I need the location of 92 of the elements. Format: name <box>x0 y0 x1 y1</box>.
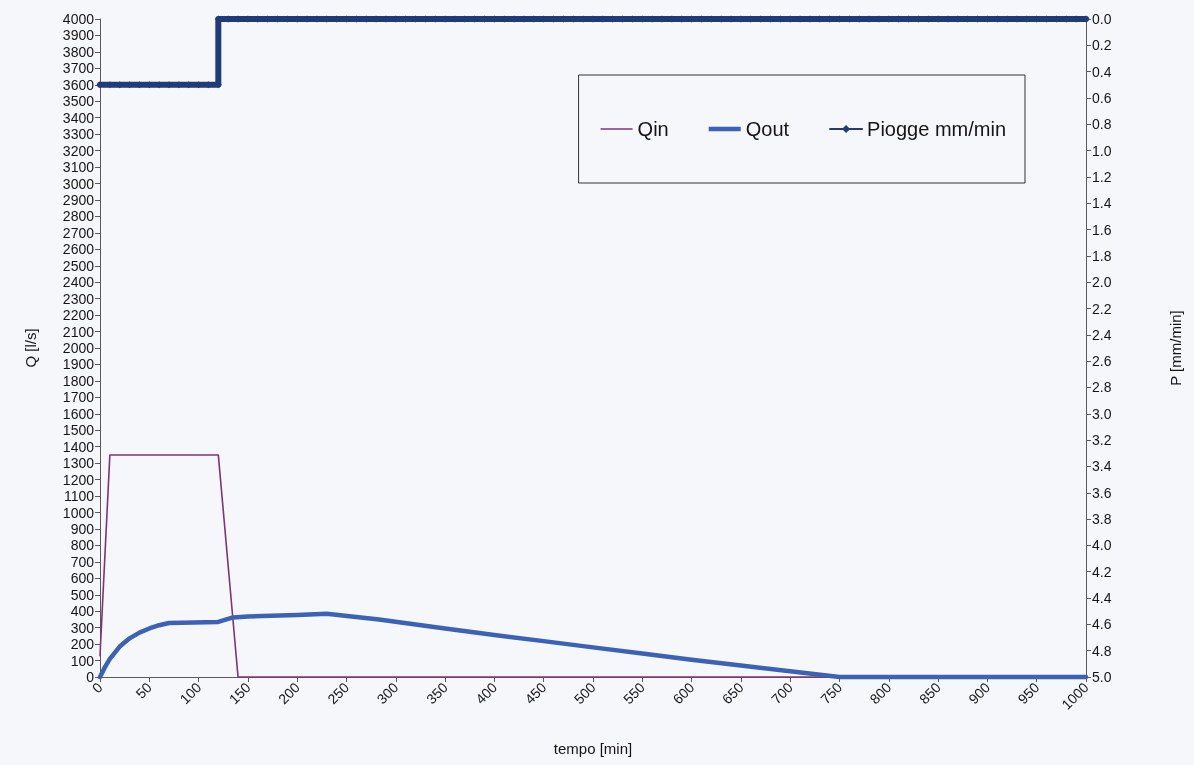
y-tick-label: 2000 <box>62 340 95 356</box>
y-tick-label: 100 <box>70 652 95 669</box>
x-tick-label: 600 <box>669 679 698 708</box>
x-tick-label: 650 <box>718 679 747 708</box>
y-tick-label: 500 <box>70 586 95 603</box>
y-tick-label: 2800 <box>62 208 95 225</box>
y2-tick-label: 1.4 <box>1092 195 1112 212</box>
y-tick-label: 1700 <box>62 389 95 406</box>
y-tick-label: 3300 <box>62 126 95 143</box>
y-tick-label: 1100 <box>63 488 95 505</box>
x-tick-label: 50 <box>132 679 156 702</box>
y-tick-label: 400 <box>70 603 95 620</box>
y2-tick-label: 4.0 <box>1092 537 1112 554</box>
y-tick-label: 2300 <box>62 290 95 307</box>
y2-tick-label: 3.4 <box>1092 458 1112 475</box>
y-tick-label: 4000 <box>62 11 95 27</box>
y-tick-label: 3200 <box>62 142 95 159</box>
y-tick-label: 300 <box>70 619 95 636</box>
y-axis-title: Q [l/s] <box>22 328 39 368</box>
x-tick-label: 350 <box>422 679 451 708</box>
y2-tick-label: 1.6 <box>1092 221 1112 238</box>
legend-label: Qin <box>637 118 669 140</box>
x-tick-label: 500 <box>570 679 599 708</box>
y-tick-label: 3600 <box>62 76 95 93</box>
y2-tick-label: 4.8 <box>1092 642 1112 659</box>
x-tick-label: 800 <box>866 679 895 708</box>
y-tick-label: 1200 <box>62 471 95 488</box>
y-tick-label: 200 <box>70 636 95 653</box>
y2-tick-label: 0.0 <box>1092 11 1112 27</box>
y2-tick-label: 4.4 <box>1092 590 1112 607</box>
x-tick-label: 950 <box>1014 679 1043 708</box>
x-axis-title: tempo [min] <box>553 740 633 757</box>
y-tick-label: 3500 <box>62 93 95 110</box>
y-tick-label: 600 <box>70 570 95 587</box>
y-tick-label: 1600 <box>62 405 95 422</box>
legend-label: Piogge mm/min <box>867 118 1006 140</box>
x-tick-label: 750 <box>817 679 846 708</box>
x-tick-label: 400 <box>472 679 501 708</box>
y-tick-label: 2900 <box>62 191 95 208</box>
x-tick-label: 900 <box>965 679 994 708</box>
x-tick-label: 700 <box>768 679 797 708</box>
y-tick-label: 1900 <box>62 356 95 373</box>
y-tick-label: 2400 <box>62 274 95 291</box>
y2-tick-label: 4.2 <box>1092 563 1112 580</box>
x-tick-label: 450 <box>521 679 550 708</box>
y2-tick-label: 3.6 <box>1092 484 1112 501</box>
y2-tick-label: 1.0 <box>1092 142 1112 159</box>
y-tick-label: 3000 <box>62 175 95 192</box>
y2-tick-label: 1.8 <box>1092 247 1112 264</box>
y-tick-label: 1000 <box>62 504 95 521</box>
y-tick-label: 0 <box>86 669 95 685</box>
y-tick-label: 2200 <box>62 307 95 324</box>
y2-tick-label: 2.4 <box>1092 326 1112 343</box>
y-tick-label: 700 <box>70 553 95 570</box>
y2-tick-label: 2.2 <box>1092 300 1112 317</box>
y-tick-label: 2600 <box>62 241 95 258</box>
y-tick-label: 800 <box>70 537 95 554</box>
x-tick-label: 100 <box>176 679 205 708</box>
y-tick-label: 1500 <box>62 422 95 439</box>
y2-tick-label: 5.0 <box>1092 669 1112 685</box>
y-tick-label: 3800 <box>62 43 95 60</box>
y2-tick-label: 0.8 <box>1092 116 1112 133</box>
y2-tick-label: 4.6 <box>1092 616 1112 633</box>
y-tick-label: 3900 <box>62 27 95 44</box>
y-tick-label: 3400 <box>62 109 95 126</box>
y-tick-label: 1300 <box>62 455 95 472</box>
x-tick-label: 200 <box>275 679 304 708</box>
y-tick-label: 2700 <box>62 224 95 241</box>
y2-tick-label: 0.4 <box>1092 63 1112 80</box>
y2-tick-label: 0.2 <box>1092 37 1112 54</box>
y-tick-label: 1800 <box>62 372 95 389</box>
x-tick-label: 150 <box>225 679 254 708</box>
x-tick-label: 550 <box>620 679 649 708</box>
legend-label: Qout <box>745 118 790 140</box>
y-tick-label: 2100 <box>62 323 95 340</box>
y-tick-label: 3100 <box>62 159 95 176</box>
y-tick-label: 3700 <box>62 60 95 77</box>
y2-tick-label: 2.6 <box>1092 353 1112 370</box>
y-tick-label: 1400 <box>62 438 95 455</box>
y2-tick-label: 2.8 <box>1092 379 1112 396</box>
y2-tick-label: 3.2 <box>1092 432 1112 449</box>
y2-tick-label: 1.2 <box>1092 168 1112 185</box>
x-tick-label: 300 <box>373 679 402 708</box>
y2-axis-title: P [mm/min] <box>1167 310 1184 386</box>
y2-tick-label: 0.6 <box>1092 89 1112 106</box>
y2-tick-label: 3.0 <box>1092 405 1112 422</box>
x-tick-label: 850 <box>915 679 944 708</box>
y-tick-label: 900 <box>70 520 95 537</box>
y2-tick-label: 2.0 <box>1092 274 1112 291</box>
y-tick-label: 2500 <box>62 257 95 274</box>
y2-tick-label: 3.8 <box>1092 511 1112 528</box>
x-tick-label: 250 <box>324 679 353 708</box>
